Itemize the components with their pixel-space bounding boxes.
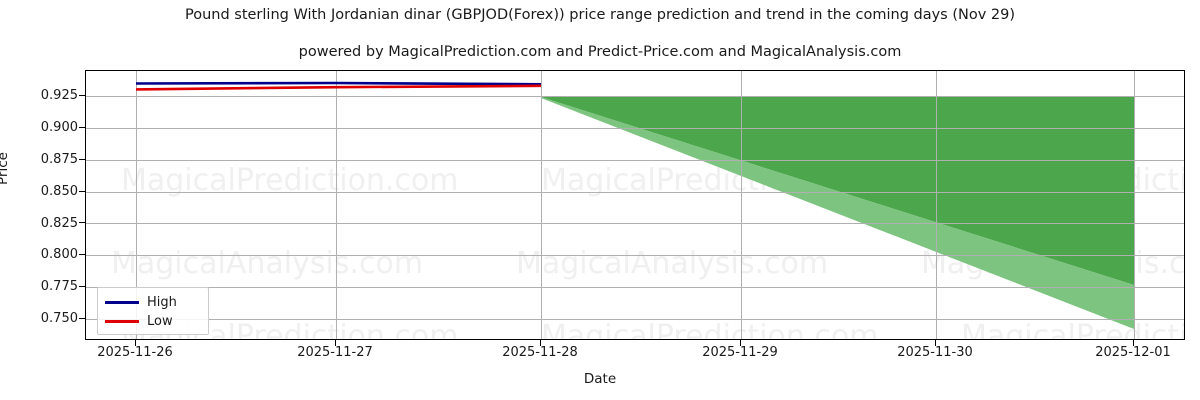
chart-legend[interactable]: High Low: [97, 287, 209, 335]
gridline-vertical: [936, 71, 937, 339]
gridline-horizontal: [86, 255, 1184, 256]
gridline-vertical: [1134, 71, 1135, 339]
high-line: [135, 81, 542, 86]
y-tick-label: 0.825: [40, 216, 78, 231]
prediction-band-light: [541, 97, 1134, 329]
legend-label-high: High: [147, 295, 177, 310]
x-tick-mark: [740, 340, 741, 346]
chart-title: Pound sterling With Jordanian dinar (GBP…: [184, 7, 1016, 23]
legend-item-low[interactable]: Low: [98, 312, 208, 331]
y-tick-label: 0.850: [40, 184, 78, 199]
gridline-horizontal: [86, 287, 1184, 288]
prediction-band-dark: [541, 96, 1134, 285]
x-tick-mark: [1133, 340, 1134, 346]
gridline-horizontal: [86, 192, 1184, 193]
gridline-vertical: [336, 71, 337, 339]
x-tick-mark: [335, 340, 336, 346]
gridline-horizontal: [86, 319, 1184, 320]
x-tick-mark: [135, 340, 136, 346]
y-tick-mark: [79, 159, 85, 160]
low-line: [135, 84, 542, 91]
x-tick-label: 2025-11-26: [97, 345, 173, 360]
y-tick-label: 0.925: [40, 88, 78, 103]
gridline-horizontal: [86, 223, 1184, 224]
y-tick-mark: [79, 318, 85, 319]
x-tick-label: 2025-11-30: [897, 345, 973, 360]
history-line-group: [135, 81, 542, 91]
gridline-horizontal: [86, 96, 1184, 97]
gridline-horizontal: [86, 160, 1184, 161]
plot-area: MagicalPrediction.com MagicalPrediction.…: [85, 70, 1185, 340]
legend-item-high[interactable]: High: [98, 293, 208, 312]
chart-subtitle: powered by MagicalPrediction.com and Pre…: [298, 44, 902, 60]
gridline-vertical: [136, 71, 137, 339]
x-axis-label: Date: [583, 371, 617, 387]
gridline-vertical: [741, 71, 742, 339]
x-tick-label: 2025-11-29: [702, 345, 778, 360]
x-tick-label: 2025-12-01: [1095, 345, 1171, 360]
legend-label-low: Low: [147, 314, 173, 329]
x-tick-mark: [540, 340, 541, 346]
y-tick-label: 0.775: [40, 279, 78, 294]
prediction-band-group: [541, 96, 1134, 329]
y-tick-label: 0.800: [40, 247, 78, 262]
x-tick-label: 2025-11-27: [297, 345, 373, 360]
legend-swatch-low: [105, 320, 139, 323]
y-tick-mark: [79, 127, 85, 128]
y-axis-label: Price: [0, 152, 11, 185]
y-tick-label: 0.750: [40, 311, 78, 326]
y-tick-mark: [79, 254, 85, 255]
x-tick-mark: [935, 340, 936, 346]
gridline-vertical: [541, 71, 542, 339]
y-tick-mark: [79, 222, 85, 223]
y-tick-label: 0.900: [40, 120, 78, 135]
x-tick-label: 2025-11-28: [502, 345, 578, 360]
y-tick-label: 0.875: [40, 152, 78, 167]
legend-swatch-high: [105, 301, 139, 304]
y-tick-mark: [79, 95, 85, 96]
y-tick-mark: [79, 191, 85, 192]
gridline-horizontal: [86, 128, 1184, 129]
y-tick-mark: [79, 286, 85, 287]
